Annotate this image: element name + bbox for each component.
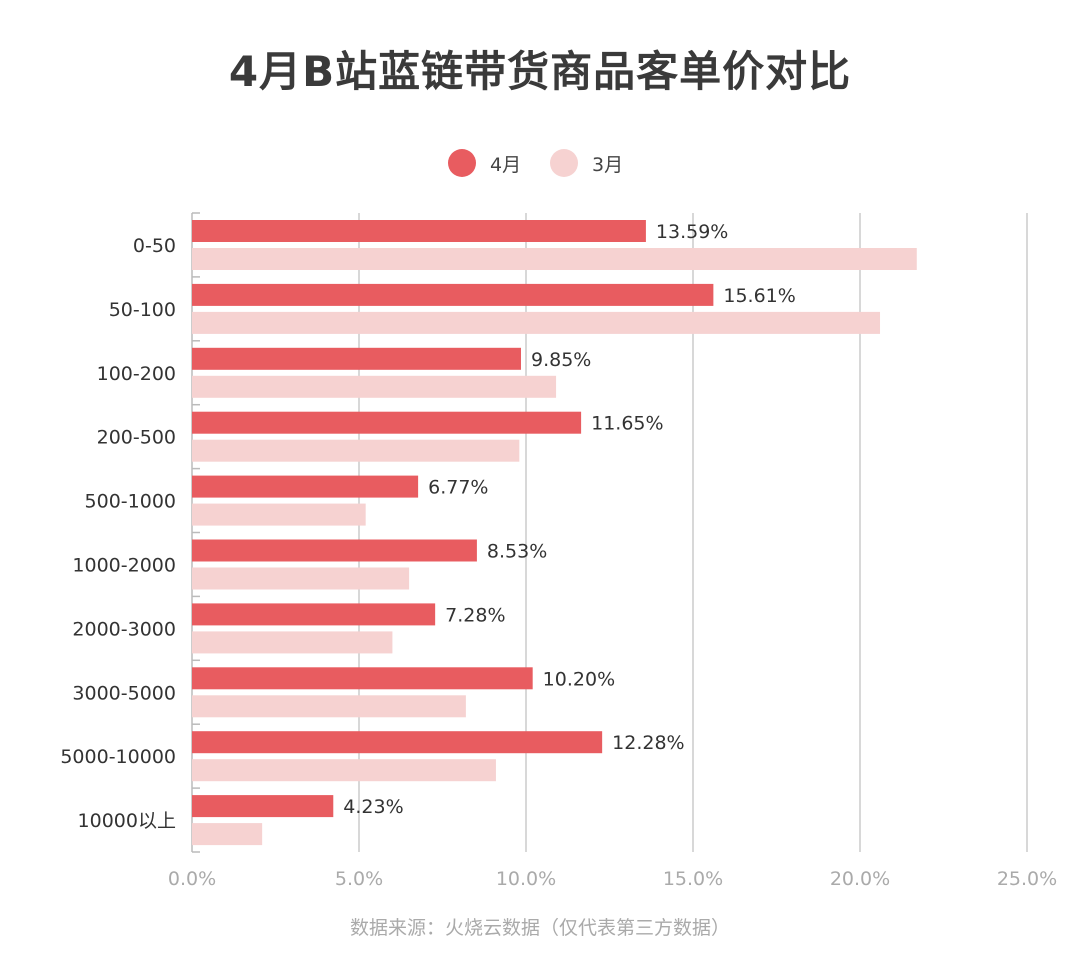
data-label-april: 15.61% — [723, 285, 795, 307]
x-tick-label: 15.0% — [663, 868, 723, 890]
legend-item-march[interactable]: 3月 — [550, 145, 623, 181]
category-label: 2000-3000 — [72, 618, 176, 640]
bar-april[interactable] — [192, 667, 533, 690]
data-label-april: 12.28% — [612, 732, 684, 754]
bar-april[interactable] — [192, 795, 334, 818]
category-label: 3000-5000 — [72, 682, 176, 704]
bar-march[interactable] — [192, 631, 393, 654]
data-label-april: 10.20% — [543, 668, 615, 690]
data-label-april: 6.77% — [428, 477, 488, 499]
data-label-april: 9.85% — [531, 349, 591, 371]
category-label: 100-200 — [97, 363, 176, 385]
x-tick-label: 10.0% — [496, 868, 556, 890]
bar-april[interactable] — [192, 283, 714, 306]
legend-label-april: 4月 — [490, 153, 522, 176]
bar-april[interactable] — [192, 731, 603, 754]
chart-title: 4月B站蓝链带货商品客单价对比 — [228, 47, 852, 96]
category-label: 1000-2000 — [72, 554, 176, 576]
x-tick-label: 0.0% — [168, 868, 216, 890]
data-label-april: 11.65% — [591, 413, 663, 435]
bar-march[interactable] — [192, 439, 520, 462]
category-label: 200-500 — [97, 427, 176, 449]
bar-april[interactable] — [192, 411, 582, 434]
data-label-april: 4.23% — [343, 796, 403, 818]
bar-march[interactable] — [192, 567, 410, 590]
legend-swatch-april — [448, 149, 476, 177]
category-label: 500-1000 — [85, 491, 176, 513]
legend-swatch-march — [550, 149, 578, 177]
data-label-april: 13.59% — [656, 221, 728, 243]
bar-march[interactable] — [192, 375, 557, 398]
bar-march[interactable] — [192, 503, 366, 526]
legend: 4月 3月 — [0, 145, 1080, 181]
x-tick-label: 5.0% — [335, 868, 383, 890]
bar-march[interactable] — [192, 695, 466, 718]
legend-item-april[interactable]: 4月 — [448, 145, 521, 181]
bar-march[interactable] — [192, 311, 881, 334]
bar-march[interactable] — [192, 248, 917, 270]
source-footnote: 数据来源：火烧云数据（仅代表第三方数据） — [349, 917, 730, 939]
bar-chart-plot: 0.0% 5.0% 10.0% 15.0% 20.0% 25.0% 0-50 13.59% 50… — [60, 212, 1057, 890]
x-tick-label: 25.0% — [997, 868, 1057, 890]
bar-april[interactable] — [192, 220, 646, 242]
category-label: 5000-10000 — [60, 746, 176, 768]
bar-march[interactable] — [192, 823, 263, 846]
bar-april[interactable] — [192, 347, 521, 370]
bar-april[interactable] — [192, 603, 436, 626]
category-label: 10000以上 — [78, 810, 176, 832]
bar-march[interactable] — [192, 759, 496, 782]
legend-label-march: 3月 — [592, 153, 624, 176]
x-tick-label: 20.0% — [830, 868, 890, 890]
bar-april[interactable] — [192, 539, 477, 562]
category-label: 0-50 — [133, 235, 176, 257]
data-label-april: 8.53% — [487, 541, 547, 563]
bar-april[interactable] — [192, 475, 419, 498]
data-label-april: 7.28% — [445, 604, 505, 626]
category-label: 50-100 — [109, 299, 176, 321]
